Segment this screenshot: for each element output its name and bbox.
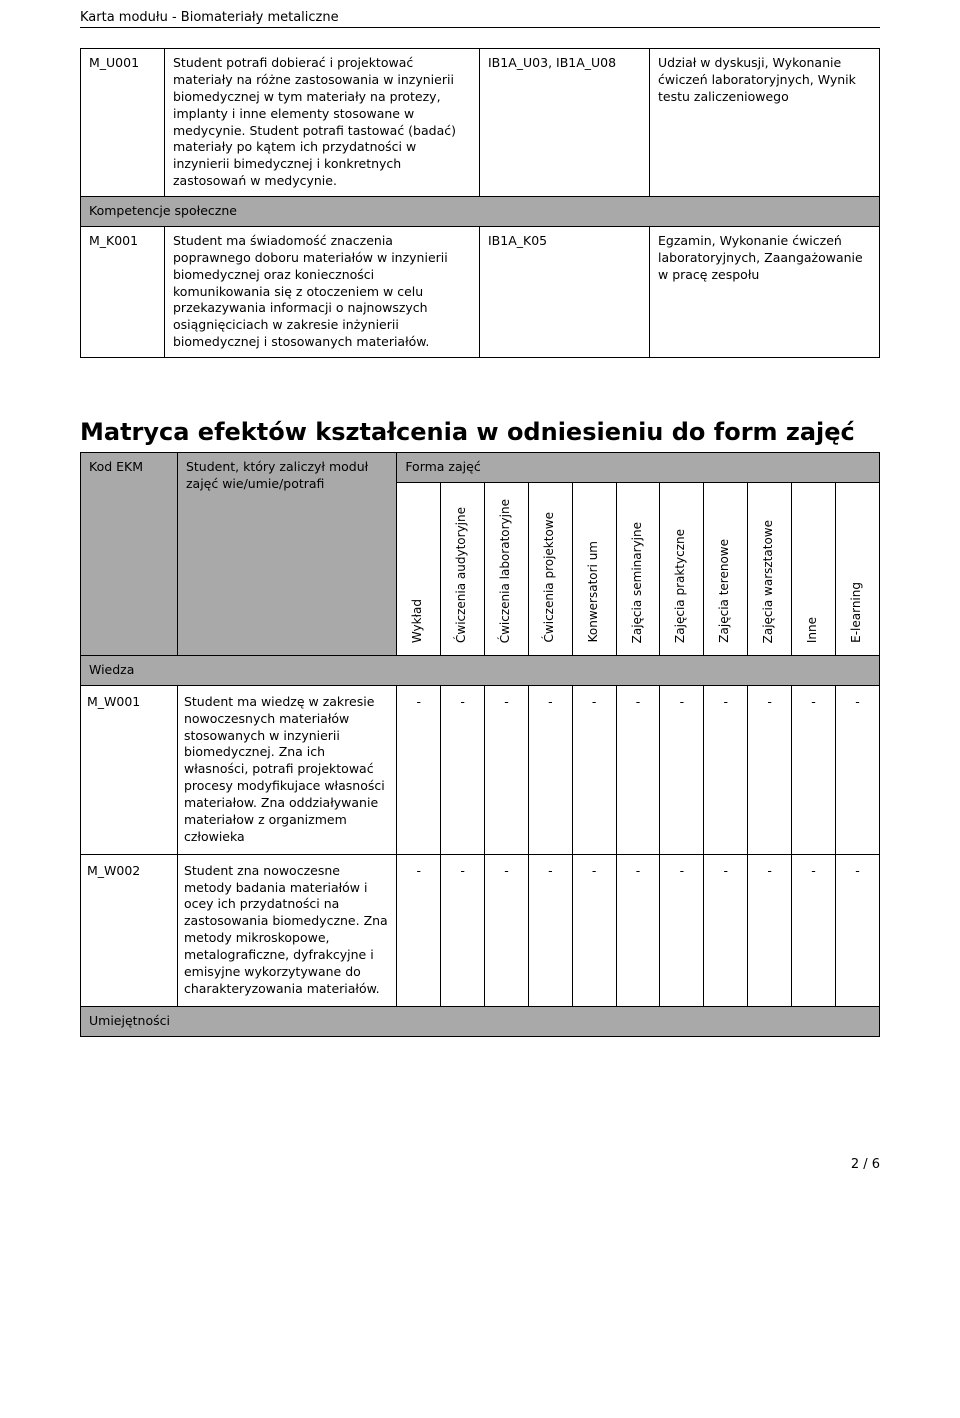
cell: - <box>572 854 616 1006</box>
matrix-h-code: Kod EKM <box>81 453 178 656</box>
cell: - <box>397 685 441 854</box>
page-header: Karta modułu - Biomateriały metaliczne <box>80 10 880 28</box>
cell: - <box>441 854 485 1006</box>
page-footer: 2 / 6 <box>80 1157 880 1172</box>
col-warsztatowe: Zajęcia warsztatowe <box>756 514 780 649</box>
section-wiedza: Wiedza <box>81 655 880 685</box>
col-elearning: E-learning <box>844 576 868 649</box>
cell: - <box>572 685 616 854</box>
row-desc: Student ma świadomość znaczenia poprawne… <box>165 226 480 357</box>
section-kompetencje: Kompetencje społeczne <box>81 197 880 227</box>
cell: - <box>792 685 836 854</box>
row-desc: Student potrafi dobierać i projektować m… <box>165 49 480 197</box>
row-desc: Student ma wiedzę w zakresie nowoczesnyc… <box>177 685 396 854</box>
cell: - <box>704 685 748 854</box>
col-praktyczne: Zajęcia praktyczne <box>668 523 692 649</box>
row-code: M_W001 <box>81 685 178 854</box>
cell: - <box>485 685 529 854</box>
col-wyklad: Wykład <box>405 593 429 649</box>
row-desc: Student zna nowoczesne metody badania ma… <box>177 854 396 1006</box>
row-eff: IB1A_U03, IB1A_U08 <box>480 49 650 197</box>
section-umiejetnosci: Umiejętności <box>81 1006 880 1036</box>
col-audytoryjne: Ćwiczenia audytoryjne <box>449 501 473 649</box>
matrix-heading: Matryca efektów kształcenia w odniesieni… <box>80 418 880 446</box>
cell: - <box>835 854 879 1006</box>
matrix-h-form: Forma zajęć <box>397 453 880 483</box>
row-ver: Egzamin, Wykonanie ćwiczeń laboratoryjny… <box>650 226 880 357</box>
cell: - <box>485 854 529 1006</box>
col-konwersatorium: Konwersatori um <box>581 535 605 648</box>
row-eff: IB1A_K05 <box>480 226 650 357</box>
cell: - <box>835 685 879 854</box>
cell: - <box>616 685 660 854</box>
cell: - <box>616 854 660 1006</box>
row-ver: Udział w dyskusji, Wykonanie ćwiczeń lab… <box>650 49 880 197</box>
cell: - <box>441 685 485 854</box>
cell: - <box>748 685 792 854</box>
effects-table: M_U001 Student potrafi dobierać i projek… <box>80 48 880 358</box>
col-projektowe: Ćwiczenia projektowe <box>537 506 561 648</box>
cell: - <box>660 685 704 854</box>
matrix-table: Kod EKM Student, który zaliczył moduł za… <box>80 452 880 1037</box>
cell: - <box>704 854 748 1006</box>
cell: - <box>748 854 792 1006</box>
row-code: M_U001 <box>81 49 165 197</box>
cell: - <box>528 854 572 1006</box>
cell: - <box>528 685 572 854</box>
row-code: M_W002 <box>81 854 178 1006</box>
cell: - <box>792 854 836 1006</box>
cell: - <box>660 854 704 1006</box>
col-terenowe: Zajęcia terenowe <box>712 533 736 649</box>
matrix-h-desc: Student, który zaliczył moduł zajęć wie/… <box>177 453 396 656</box>
cell: - <box>397 854 441 1006</box>
col-laboratoryjne: Ćwiczenia laboratoryjne <box>493 493 517 649</box>
col-seminaryjne: Zajęcia seminaryjne <box>625 516 649 649</box>
col-inne: Inne <box>800 611 824 649</box>
row-code: M_K001 <box>81 226 165 357</box>
